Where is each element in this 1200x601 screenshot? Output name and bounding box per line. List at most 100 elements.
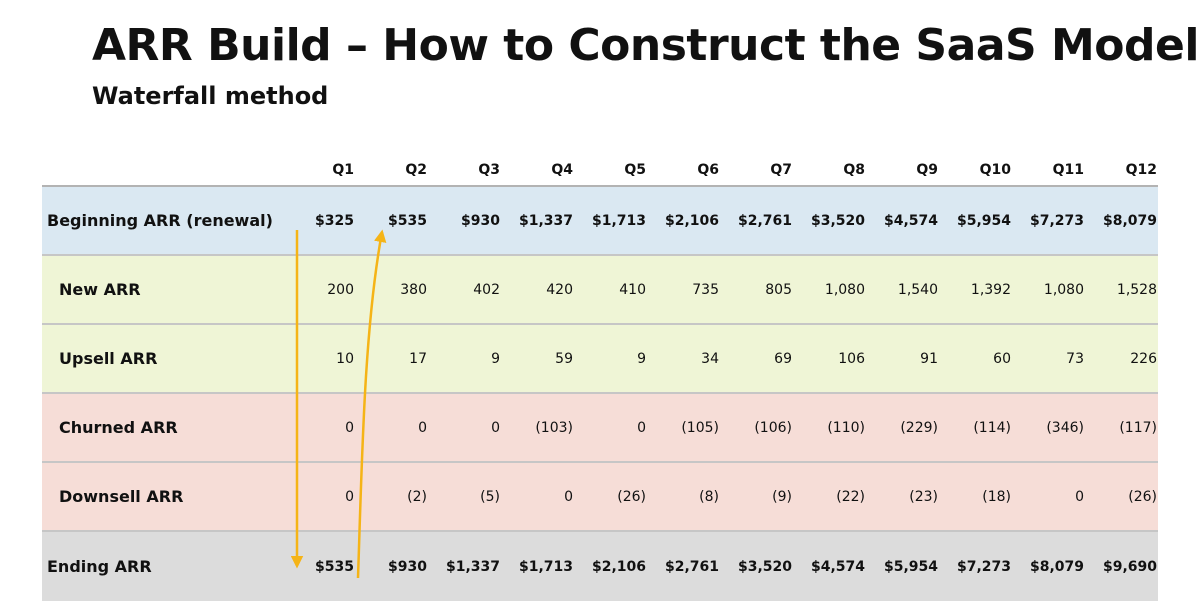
row-downsell-arr: Downsell ARR 0 (2) (5) 0 (26) (8) (9) (2… bbox=[42, 463, 1158, 532]
cell: 106 bbox=[838, 350, 865, 367]
cell: 1,392 bbox=[970, 281, 1011, 298]
cell: 410 bbox=[619, 281, 646, 298]
cell: 0 bbox=[418, 419, 427, 436]
page-subtitle: Waterfall method bbox=[92, 82, 329, 110]
col-q9: Q9 bbox=[916, 162, 938, 178]
cell: 1,080 bbox=[1043, 281, 1084, 298]
cell: 9 bbox=[491, 350, 500, 367]
cell: (9) bbox=[772, 488, 792, 505]
row-churned-arr: Churned ARR 0 0 0 (103) 0 (105) (106) (1… bbox=[42, 394, 1158, 463]
cell: $2,761 bbox=[737, 212, 792, 229]
quarter-headers: Q1 Q2 Q3 Q4 Q5 Q6 Q7 Q8 Q9 Q10 Q11 Q12 bbox=[282, 162, 1158, 178]
col-q3: Q3 bbox=[478, 162, 500, 178]
cell: 0 bbox=[564, 488, 573, 505]
cell: 226 bbox=[1130, 350, 1157, 367]
col-q8: Q8 bbox=[843, 162, 865, 178]
cell: 1,528 bbox=[1116, 281, 1157, 298]
row-ending-arr: Ending ARR $535 $930 $1,337 $1,713 $2,10… bbox=[42, 532, 1158, 601]
cell: 59 bbox=[555, 350, 573, 367]
col-q11: Q11 bbox=[1052, 162, 1084, 178]
row-label: Downsell ARR bbox=[59, 487, 184, 506]
cell: $7,273 bbox=[1029, 212, 1084, 229]
cell: (105) bbox=[681, 419, 719, 436]
cell: $2,761 bbox=[664, 558, 719, 575]
cell: $2,106 bbox=[664, 212, 719, 229]
col-q2: Q2 bbox=[405, 162, 427, 178]
cell: (106) bbox=[754, 419, 792, 436]
cell: (110) bbox=[827, 419, 865, 436]
row-new-arr: New ARR 200 380 402 420 410 735 805 1,08… bbox=[42, 256, 1158, 325]
cell: $8,079 bbox=[1102, 212, 1157, 229]
cell: $9,690 bbox=[1102, 558, 1157, 575]
col-q12: Q12 bbox=[1125, 162, 1157, 178]
cell: $1,337 bbox=[445, 558, 500, 575]
cell: $2,106 bbox=[591, 558, 646, 575]
cell: $5,954 bbox=[883, 558, 938, 575]
cell: (22) bbox=[836, 488, 865, 505]
arr-table: Q1 Q2 Q3 Q4 Q5 Q6 Q7 Q8 Q9 Q10 Q11 Q12 B… bbox=[42, 155, 1158, 601]
cell: 420 bbox=[546, 281, 573, 298]
cell: 1,540 bbox=[897, 281, 938, 298]
cell: $1,713 bbox=[518, 558, 573, 575]
col-q10: Q10 bbox=[979, 162, 1011, 178]
cell: $3,520 bbox=[737, 558, 792, 575]
row-values: 0 (2) (5) 0 (26) (8) (9) (22) (23) (18) … bbox=[282, 489, 1158, 505]
cell: (103) bbox=[535, 419, 573, 436]
cell: 805 bbox=[765, 281, 792, 298]
cell: $930 bbox=[388, 558, 427, 575]
page-title: ARR Build – How to Construct the SaaS Mo… bbox=[92, 20, 1199, 71]
cell: (114) bbox=[973, 419, 1011, 436]
col-q7: Q7 bbox=[770, 162, 792, 178]
cell: $7,273 bbox=[956, 558, 1011, 575]
cell: (8) bbox=[699, 488, 719, 505]
col-q1: Q1 bbox=[332, 162, 354, 178]
cell: 91 bbox=[920, 350, 938, 367]
row-values: 200 380 402 420 410 735 805 1,080 1,540 … bbox=[282, 282, 1158, 298]
cell: 735 bbox=[692, 281, 719, 298]
row-values: $535 $930 $1,337 $1,713 $2,106 $2,761 $3… bbox=[282, 559, 1158, 575]
cell: 0 bbox=[345, 488, 354, 505]
cell: 0 bbox=[491, 419, 500, 436]
cell: $4,574 bbox=[883, 212, 938, 229]
row-values: $325 $535 $930 $1,337 $1,713 $2,106 $2,7… bbox=[282, 213, 1158, 229]
cell: (26) bbox=[1128, 488, 1157, 505]
cell: 380 bbox=[400, 281, 427, 298]
table-header-row: Q1 Q2 Q3 Q4 Q5 Q6 Q7 Q8 Q9 Q10 Q11 Q12 bbox=[42, 155, 1158, 187]
cell: 0 bbox=[345, 419, 354, 436]
row-label: Churned ARR bbox=[59, 418, 178, 437]
cell: 0 bbox=[637, 419, 646, 436]
cell: 10 bbox=[336, 350, 354, 367]
cell: (5) bbox=[480, 488, 500, 505]
cell: (26) bbox=[617, 488, 646, 505]
cell: $930 bbox=[461, 212, 500, 229]
cell: 34 bbox=[701, 350, 719, 367]
cell: (229) bbox=[900, 419, 938, 436]
cell: 1,080 bbox=[824, 281, 865, 298]
row-label: New ARR bbox=[59, 280, 141, 299]
cell: 17 bbox=[409, 350, 427, 367]
cell: $325 bbox=[315, 212, 354, 229]
row-values: 10 17 9 59 9 34 69 106 91 60 73 226 bbox=[282, 351, 1158, 367]
col-q5: Q5 bbox=[624, 162, 646, 178]
cell: (346) bbox=[1046, 419, 1084, 436]
cell: 402 bbox=[473, 281, 500, 298]
cell: (2) bbox=[407, 488, 427, 505]
cell: $8,079 bbox=[1029, 558, 1084, 575]
cell: 9 bbox=[637, 350, 646, 367]
row-label: Ending ARR bbox=[47, 557, 152, 576]
cell: (23) bbox=[909, 488, 938, 505]
cell: $1,337 bbox=[518, 212, 573, 229]
row-label: Beginning ARR (renewal) bbox=[47, 211, 273, 230]
cell: $1,713 bbox=[591, 212, 646, 229]
cell: $535 bbox=[315, 558, 354, 575]
cell: $4,574 bbox=[810, 558, 865, 575]
col-q6: Q6 bbox=[697, 162, 719, 178]
cell: 200 bbox=[327, 281, 354, 298]
row-upsell-arr: Upsell ARR 10 17 9 59 9 34 69 106 91 60 … bbox=[42, 325, 1158, 394]
cell: 73 bbox=[1066, 350, 1084, 367]
cell: 0 bbox=[1075, 488, 1084, 505]
cell: 60 bbox=[993, 350, 1011, 367]
row-beginning-arr: Beginning ARR (renewal) $325 $535 $930 $… bbox=[42, 187, 1158, 256]
cell: $535 bbox=[388, 212, 427, 229]
cell: $5,954 bbox=[956, 212, 1011, 229]
